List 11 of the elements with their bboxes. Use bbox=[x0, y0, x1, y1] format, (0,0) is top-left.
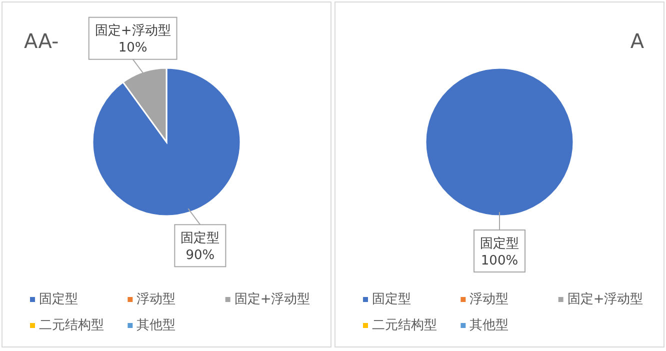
legend-label: 固定型 bbox=[372, 292, 411, 307]
data-label: 固定型 100% bbox=[480, 236, 519, 268]
legend-label: 其他型 bbox=[470, 318, 509, 333]
data-label: 固定型 90% bbox=[180, 230, 220, 263]
legend-label: 固定型 bbox=[39, 292, 78, 307]
chart-title: A bbox=[630, 29, 644, 53]
chart-title: AA- bbox=[24, 29, 59, 53]
legend-label: 其他型 bbox=[136, 318, 176, 333]
data-label: 固定+浮动型 10% bbox=[94, 24, 171, 56]
legend-label: 浮动型 bbox=[470, 292, 509, 307]
legend-label: 浮动型 bbox=[136, 292, 176, 307]
